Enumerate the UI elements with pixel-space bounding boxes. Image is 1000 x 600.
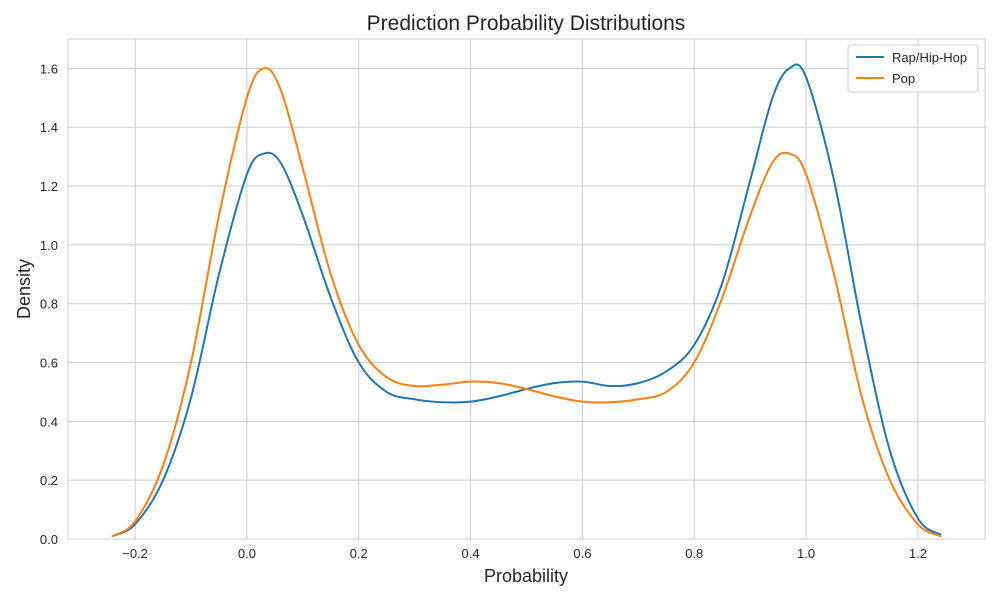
y-tick-label: 1.6	[40, 61, 58, 76]
x-tick-label: −0.2	[122, 546, 148, 561]
x-tick-label: 0.0	[238, 546, 256, 561]
series-layer	[111, 63, 942, 538]
x-tick-label: 0.2	[350, 546, 368, 561]
y-tick-label: 1.4	[40, 120, 58, 135]
series-line-pop	[111, 67, 942, 538]
y-tick-label: 0.2	[40, 473, 58, 488]
y-tick-label: 0.6	[40, 356, 58, 371]
x-tick-label: 0.4	[462, 546, 480, 561]
x-tick-label: 0.8	[685, 546, 703, 561]
y-tick-label: 1.0	[40, 238, 58, 253]
y-tick-label: 1.2	[40, 179, 58, 194]
y-tick-label: 0.8	[40, 297, 58, 312]
grid	[68, 39, 985, 540]
x-tick-label: 0.6	[573, 546, 591, 561]
x-axis-label: Probability	[484, 566, 568, 586]
legend-label-rap-hip-hop: Rap/Hip-Hop	[892, 50, 967, 65]
plot-frame	[67, 38, 986, 540]
series-line-rap-hip-hop	[111, 63, 942, 538]
legend: Rap/Hip-Hop Pop	[847, 44, 979, 93]
tick-labels: −0.2 0.0 0.2 0.4 0.6 0.8 1.0 1.2 0.0 0.2 0.4 0.6 0.8…	[40, 61, 927, 561]
x-tick-label: 1.2	[909, 546, 927, 561]
x-tick-label: 1.0	[797, 546, 815, 561]
y-axis-label: Density	[14, 259, 34, 319]
y-tick-label: 0.4	[40, 414, 58, 429]
legend-label-pop: Pop	[892, 71, 915, 86]
chart-title: Prediction Probability Distributions	[367, 12, 686, 35]
y-tick-label: 0.0	[40, 532, 58, 547]
